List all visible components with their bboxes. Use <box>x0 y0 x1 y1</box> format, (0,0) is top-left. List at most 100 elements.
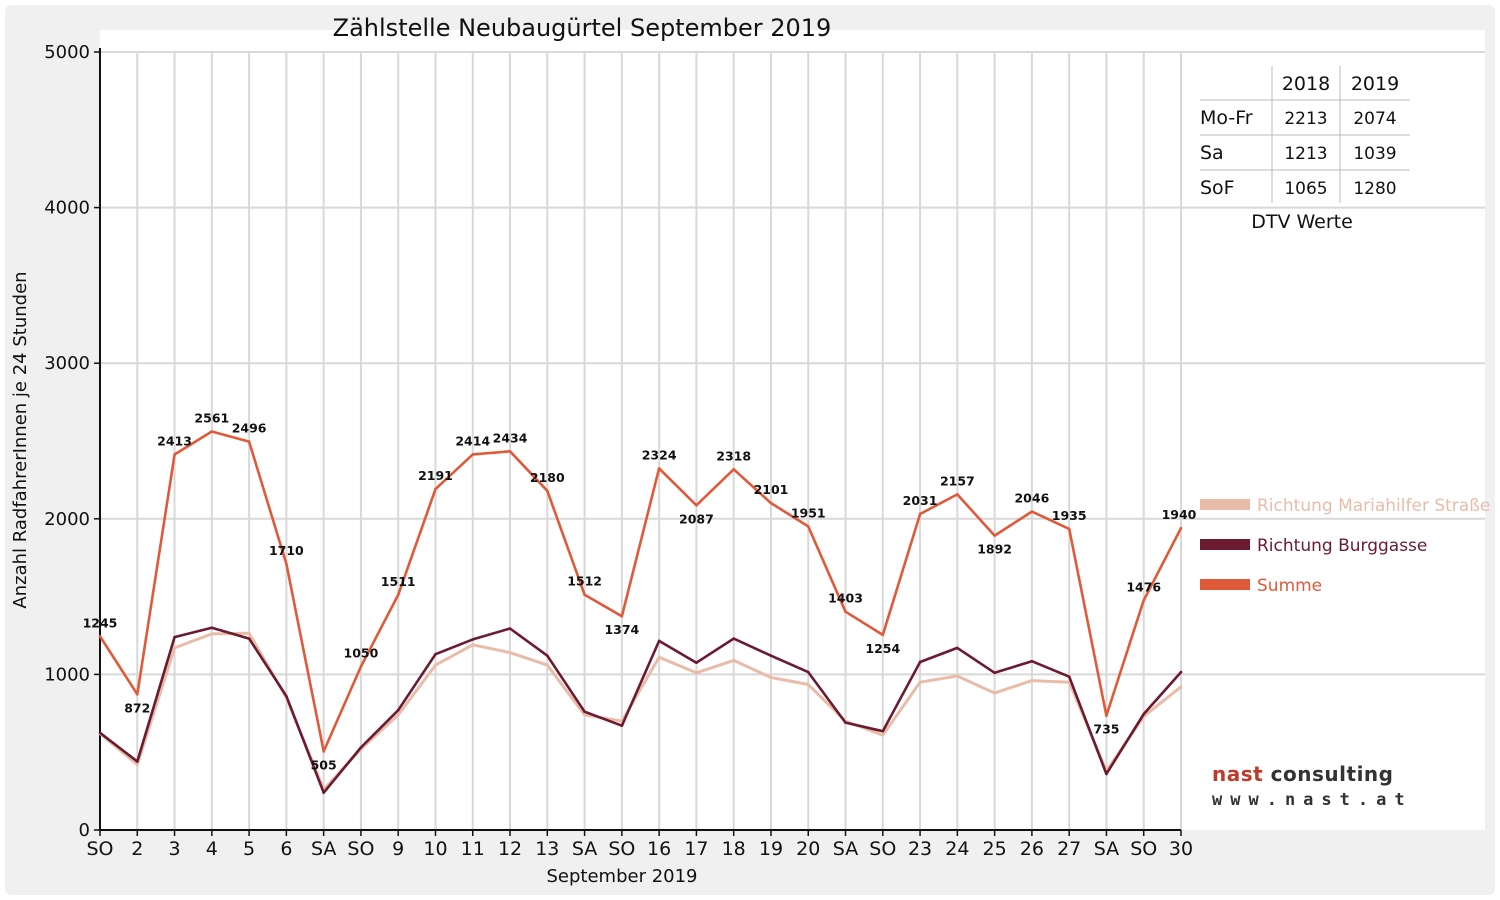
data-point <box>359 665 363 668</box>
data-point <box>881 729 885 733</box>
data-point <box>583 593 586 597</box>
table-cell: 1280 <box>1353 179 1396 199</box>
data-point <box>210 632 214 636</box>
data-label: 1050 <box>344 646 379 661</box>
data-label: 1512 <box>567 574 602 589</box>
data-point <box>993 691 996 695</box>
data-label: 872 <box>124 700 150 715</box>
x-tick-label: 26 <box>1020 838 1044 860</box>
data-point <box>247 440 251 443</box>
data-point <box>806 683 810 686</box>
data-point <box>1067 675 1071 679</box>
data-point <box>247 637 251 640</box>
data-point <box>1067 527 1071 531</box>
x-tick-label: 18 <box>722 838 746 860</box>
y-tick-label: 2000 <box>44 509 90 530</box>
data-label: 1951 <box>791 505 826 520</box>
table-header: 2019 <box>1351 73 1399 95</box>
data-point <box>620 724 624 728</box>
table-cell: 2074 <box>1353 109 1396 129</box>
logo-brand: nast <box>1212 762 1264 786</box>
legend-swatch <box>1200 539 1250 550</box>
table-cell: 2213 <box>1284 109 1327 129</box>
data-point <box>956 646 959 650</box>
data-label: 2046 <box>1014 491 1049 506</box>
data-label: 2318 <box>716 448 751 463</box>
y-tick-label: 5000 <box>44 42 90 63</box>
y-tick-label: 1000 <box>44 664 90 685</box>
data-point <box>1030 510 1034 513</box>
data-label: 735 <box>1093 722 1119 737</box>
data-point <box>359 746 363 749</box>
x-tick-label: 16 <box>647 838 671 860</box>
data-point <box>918 660 922 664</box>
data-label: 2180 <box>530 470 565 485</box>
data-label: 1940 <box>1162 507 1197 522</box>
data-point <box>173 646 176 650</box>
x-tick-label: SA <box>833 838 858 860</box>
data-label: 2324 <box>642 447 677 462</box>
table-cell: 1065 <box>1284 179 1327 199</box>
data-point <box>1105 714 1108 717</box>
data-point <box>396 713 400 717</box>
data-point <box>657 467 661 470</box>
data-point <box>844 610 847 613</box>
series-line-2 <box>99 626 1182 795</box>
data-point <box>657 655 661 659</box>
data-label: 505 <box>311 757 337 772</box>
data-point <box>769 654 773 658</box>
data-point <box>322 791 325 794</box>
x-tick-label: 4 <box>206 838 218 860</box>
data-point <box>471 453 475 456</box>
x-tick-label: 12 <box>498 838 522 860</box>
data-point <box>135 693 139 696</box>
x-tick-label: 3 <box>169 838 181 860</box>
data-point <box>1179 685 1183 689</box>
table-cell: 1213 <box>1284 144 1327 164</box>
dtv-table: 2018 2019 Mo-Fr 2213 2074 Sa 1213 1039 SoF 1065 12… <box>1200 66 1410 233</box>
data-point <box>98 731 102 735</box>
data-label: 2434 <box>493 430 528 445</box>
series-lines <box>98 430 1183 795</box>
x-tick-label: 19 <box>759 838 783 860</box>
data-label: 1511 <box>381 574 416 589</box>
data-point <box>285 562 288 566</box>
data-point <box>844 721 847 724</box>
data-label: 2561 <box>194 411 229 426</box>
x-tick-label: 6 <box>280 838 292 860</box>
data-point <box>1179 526 1183 530</box>
x-axis-title: September 2019 <box>546 866 697 887</box>
x-tick-label: 27 <box>1057 838 1081 860</box>
x-tick-label: SA <box>311 838 336 860</box>
data-point <box>732 468 735 471</box>
data-point <box>695 661 698 665</box>
x-tick-label: 13 <box>535 838 559 860</box>
data-point <box>546 663 549 667</box>
x-tick-label: 23 <box>908 838 932 860</box>
data-label: 2157 <box>940 473 975 488</box>
data-point <box>1105 772 1108 776</box>
data-point <box>956 674 959 678</box>
y-tick-label: 0 <box>79 820 90 841</box>
data-point <box>583 710 586 714</box>
data-point <box>210 626 214 630</box>
data-label: 1254 <box>865 641 900 656</box>
x-tick-label: 25 <box>983 838 1007 860</box>
data-point <box>732 659 735 662</box>
data-label: 1374 <box>604 622 639 637</box>
data-point <box>695 503 698 507</box>
data-point <box>508 627 512 630</box>
data-label: 2413 <box>157 434 192 449</box>
plot-area <box>100 30 1485 830</box>
data-point <box>993 534 996 537</box>
data-label: 2087 <box>679 511 714 526</box>
x-tick-label: SO <box>86 838 113 860</box>
x-tick-label: 5 <box>243 838 255 860</box>
data-point <box>806 670 810 674</box>
data-point <box>1142 712 1146 716</box>
data-point <box>434 487 437 491</box>
legend-swatch <box>1200 579 1250 590</box>
x-tick-label: 2 <box>131 838 143 860</box>
